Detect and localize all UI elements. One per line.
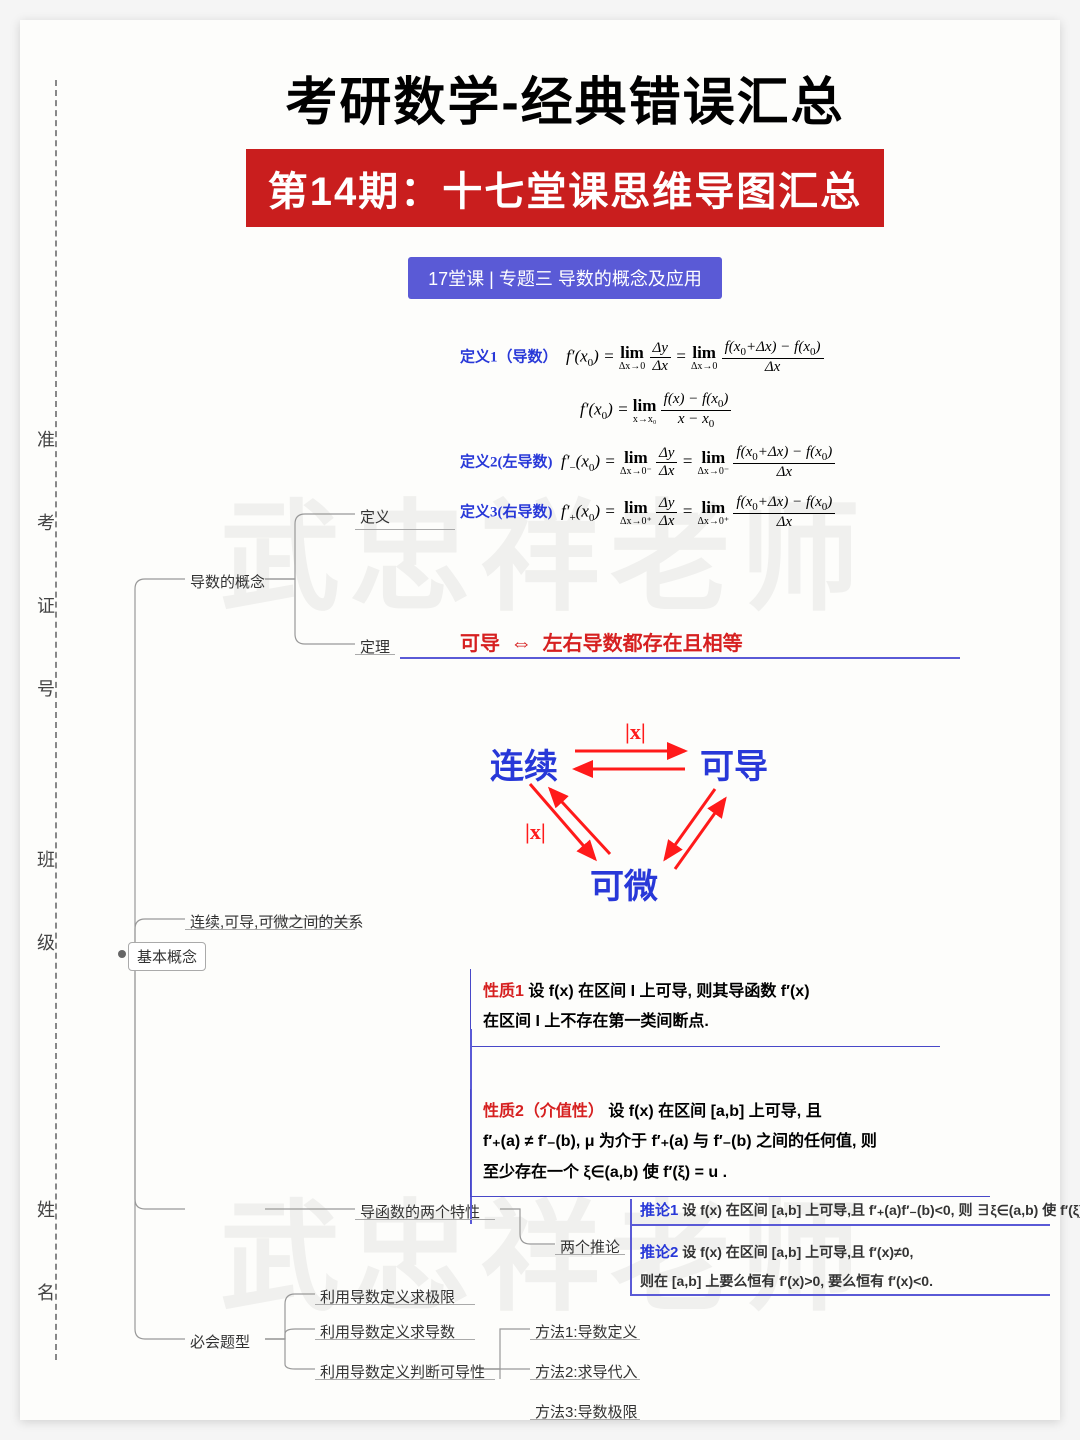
side-label-name: 姓 名 [32,1200,58,1331]
title-block: 考研数学-经典错误汇总 第14期：十七堂课思维导图汇总 17堂课 | 专题三 导… [100,60,1030,299]
rel-arrows [470,719,810,919]
thm-text: 可导 ⇔ 左右导数都存在且相等 [460,627,743,656]
subtitle-banner: 第14期：十七堂课思维导图汇总 [246,149,885,227]
mindmap: 定义1（导数） f′(x0) = limΔx→0 ΔyΔx = limΔx→0 … [100,329,1030,1379]
def3-formula: 定义3(右导数) f′+(x0) = limΔx→0⁺ ΔyΔx = limΔx… [460,494,835,531]
thm-underline [400,657,960,659]
side-label-class: 班 级 [32,850,58,981]
cor2: 推论2 设 f(x) 在区间 [a,b] 上可导,且 f′(x)≠0, 则在 [… [640,1239,933,1294]
must-node: 必会题型 [190,1331,250,1352]
cor1-line [630,1224,1050,1226]
m2-underline [530,1379,640,1380]
topic-badge: 17堂课 | 专题三 导数的概念及应用 [408,257,722,299]
must2-underline [315,1339,475,1340]
page-container: 武忠祥老师 武忠祥老师 准 考 证 号 班 级 姓 名 考研数学-经典错误汇总 … [20,20,1060,1420]
must1-underline [315,1304,475,1305]
thm-node-underline [355,654,395,655]
relation-diagram: 连续 可导 可微 |x| |x| [470,719,810,919]
must3-underline [315,1379,495,1380]
props-underline [355,1219,495,1220]
def-node: 定义 [360,506,390,527]
main-title: 考研数学-经典错误汇总 [100,60,1030,135]
prop2-box: 性质2（介值性） 设 f(x) 在区间 [a,b] 上可导, 且 f′₊(a) … [470,1089,990,1197]
rel-x2: |x| [525,819,546,845]
rel-x1: |x| [625,719,646,745]
corol-underline [555,1254,625,1255]
corol-divider [630,1199,632,1294]
def1b-formula: f′(x0) = limx→x₀ f(x) − f(x0)x − x0 [580,391,731,430]
m3-underline [530,1419,640,1420]
m1-underline [530,1339,640,1340]
def2-formula: 定义2(左导数) f′−(x0) = limΔx→0⁻ ΔyΔx = limΔx… [460,444,835,481]
def-underline [355,529,455,530]
cor2-line [630,1294,1050,1296]
concept-node: 导数的概念 [190,571,265,592]
cor1: 推论1 设 f(x) 在区间 [a,b] 上可导,且 f′₊(a)f′₋(b)<… [640,1199,1080,1220]
side-labels: 准 考 证 号 班 级 姓 名 [55,80,85,1360]
def1-formula: 定义1（导数） f′(x0) = limΔx→0 ΔyΔx = limΔx→0 … [460,339,824,376]
relation-underline [185,929,355,930]
root-node: 基本概念 [128,942,206,971]
prop1-box: 性质1 设 f(x) 在区间 I 上可导, 则其导函数 f′(x) 在区间 I … [470,969,940,1047]
side-label-exam-id: 准 考 证 号 [32,430,58,727]
